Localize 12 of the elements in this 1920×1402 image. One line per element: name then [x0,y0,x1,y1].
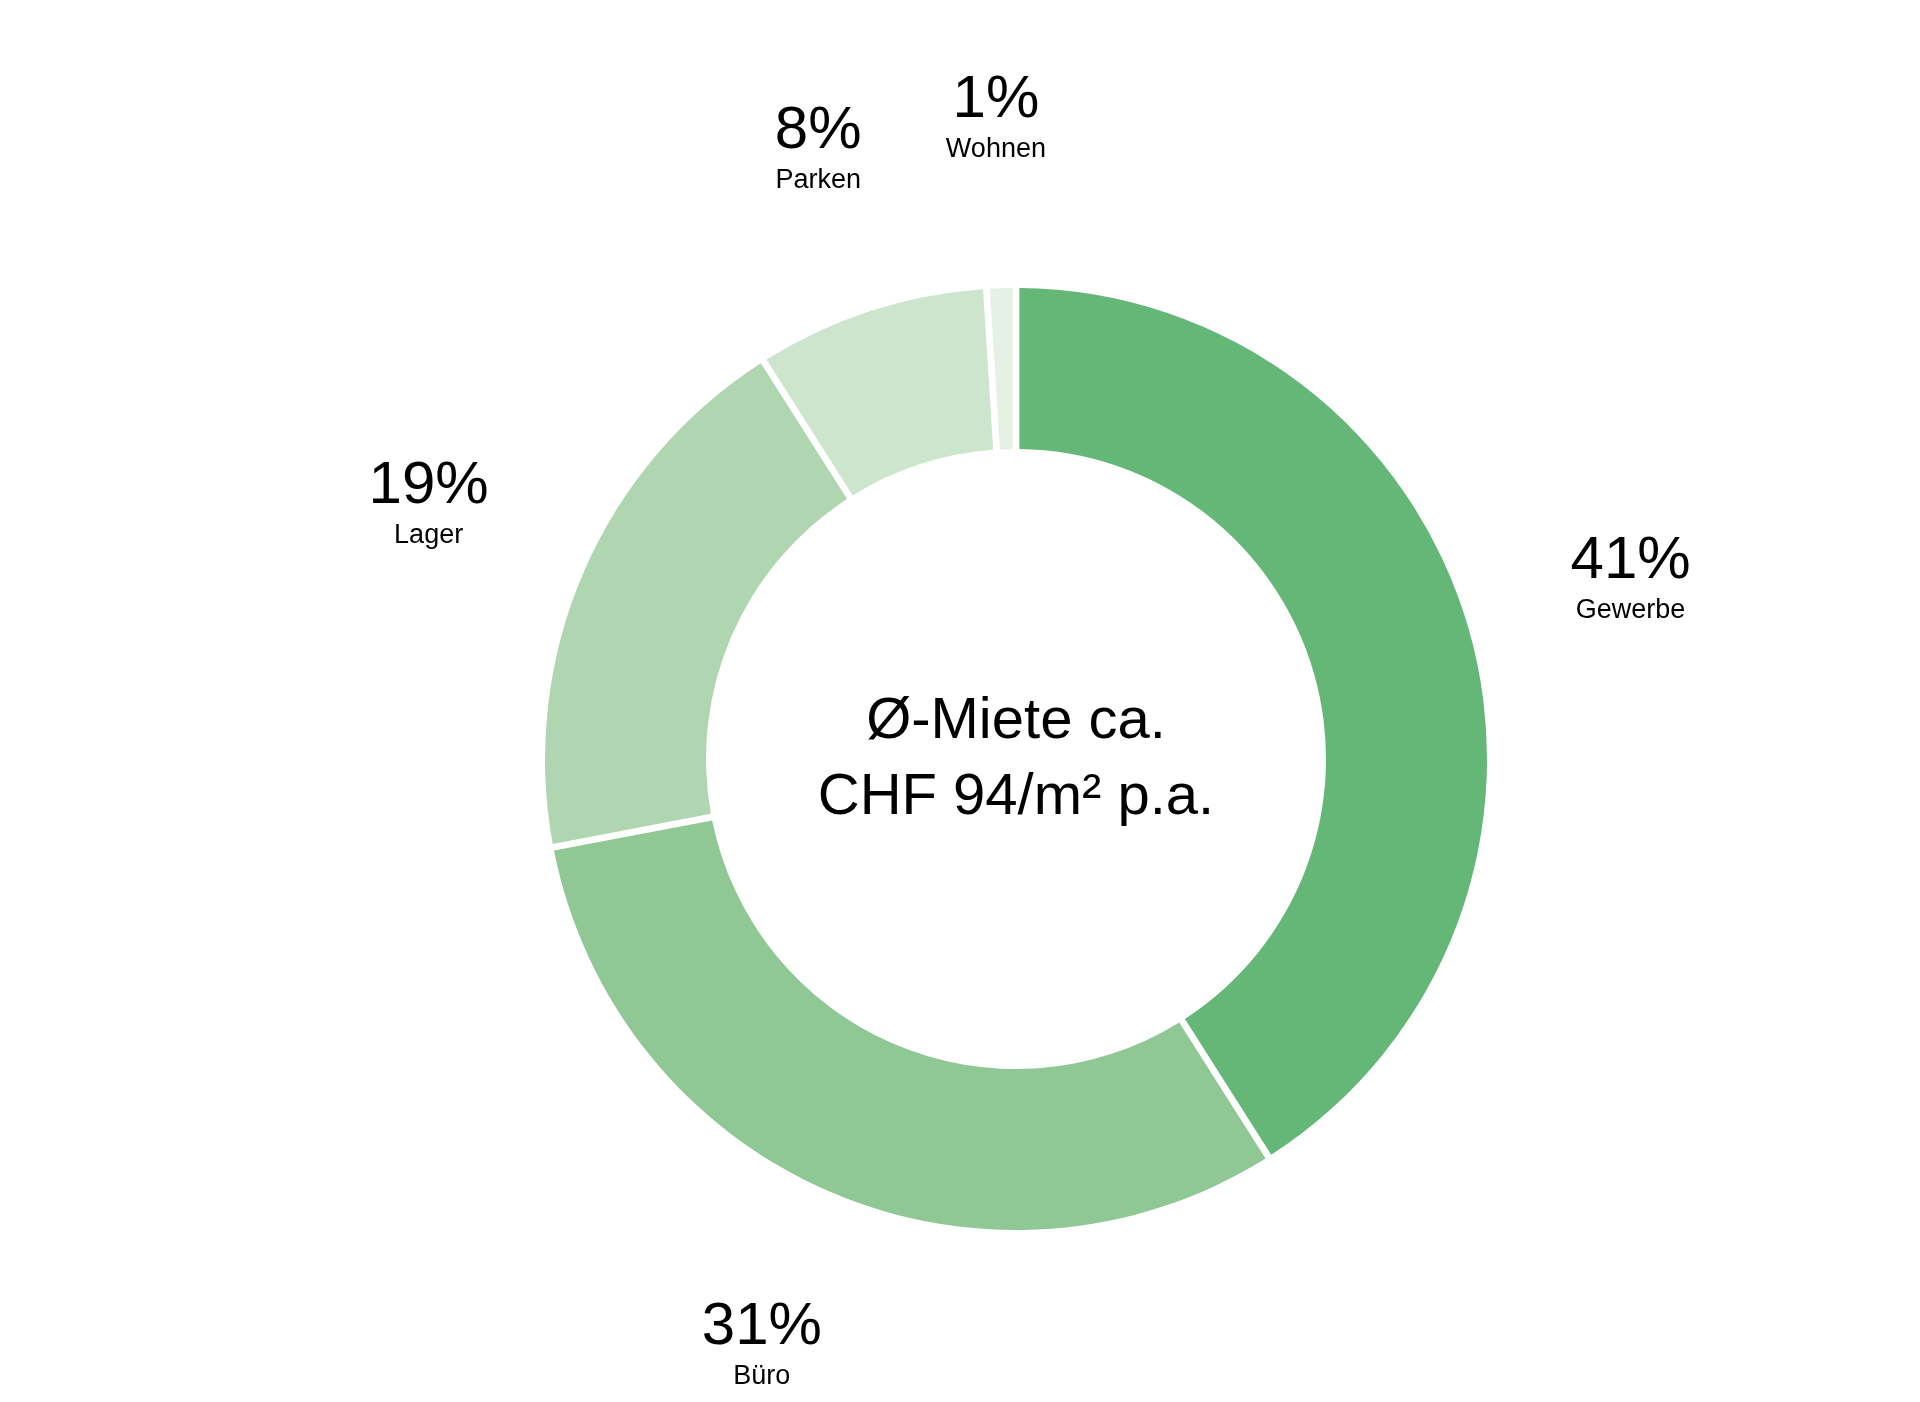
data-label: 19% [368,448,489,516]
slice-label: Büro [733,1360,791,1391]
text: CHF 94/m² p.a. [817,761,1215,826]
slice-label: Wohnen [945,133,1046,164]
data-label: 8% [774,94,862,162]
data-label: 1% [952,63,1040,131]
text: Ø-Miete ca. [866,685,1166,750]
data-label: 41% [1570,524,1691,592]
slice-label: Gewerbe [1575,594,1686,625]
data-label: 31% [701,1290,822,1358]
slice-label: Lager [394,518,464,549]
slice-label: Parken [775,164,862,195]
